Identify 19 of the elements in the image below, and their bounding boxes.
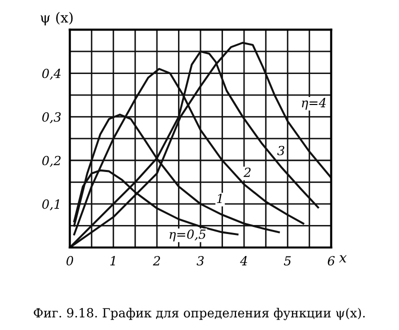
y-axis-title: ψ (x) xyxy=(40,12,73,26)
x-tick-label: 0 xyxy=(66,256,74,266)
y-tick-label: 0,1 xyxy=(42,199,60,210)
annotation: 1 xyxy=(216,194,222,204)
y-tick-label: 0,2 xyxy=(42,156,61,167)
x-tick-label: 6 xyxy=(328,256,335,266)
annotation: 2 xyxy=(244,168,251,177)
annotation: η=4 xyxy=(302,98,326,110)
y-tick-label: 0,4 xyxy=(42,68,61,80)
x-tick-label: 2 xyxy=(152,256,160,266)
text: Фиг. 9.18. График для определения функции ψ(x). xyxy=(34,308,365,320)
x-tick-label: 4 xyxy=(240,256,248,266)
x-tick-label: 1 xyxy=(110,256,115,266)
x-tick-label: 5 xyxy=(284,256,291,266)
x-tick-label: 3 xyxy=(196,256,204,266)
y-tick-label: 0,3 xyxy=(42,112,61,124)
annotation: 3 xyxy=(277,146,284,156)
x-axis-title: x xyxy=(339,255,347,262)
annotation: η=0,5 xyxy=(170,229,206,242)
